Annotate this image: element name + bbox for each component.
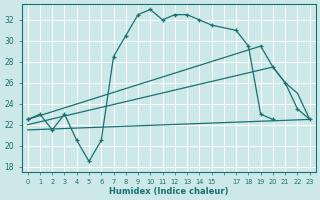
X-axis label: Humidex (Indice chaleur): Humidex (Indice chaleur) (109, 187, 228, 196)
